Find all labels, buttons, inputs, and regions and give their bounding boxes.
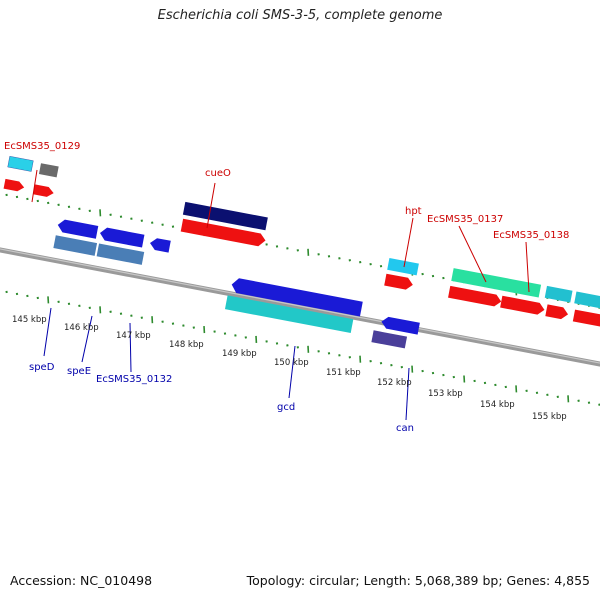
feature-speD: [53, 235, 98, 256]
connector-gcd: [288, 345, 296, 399]
feature-forward-red-4: [384, 273, 413, 290]
genome-summary: Topology: circular; Length: 5,068,389 bp…: [246, 573, 590, 588]
feature-cueO: [182, 201, 268, 231]
forward-features: [3, 156, 600, 329]
gene-label-EcSMS35_0129: EcSMS35_0129: [4, 141, 80, 152]
kbp-label-145: 145 kbp: [12, 315, 47, 325]
feature-forward-red-5: [448, 285, 502, 307]
kbp-label-153: 153 kbp: [428, 389, 463, 399]
feature-speE-arrow: [100, 227, 145, 248]
kbp-label-146: 146 kbp: [64, 323, 99, 333]
kbp-labels: 145 kbp 146 kbp 147 kbp 148 kbp 149 kbp …: [12, 315, 567, 422]
feature-forward-cyan-1: [7, 156, 34, 172]
connector-hpt: [403, 217, 414, 268]
feature-speE: [96, 243, 145, 265]
connector-speE: [81, 315, 93, 363]
map-title: Escherichia coli SMS-3-5, complete genom…: [157, 8, 443, 23]
connector-can: [405, 367, 410, 421]
feature-forward-cyan-2: [574, 291, 600, 311]
kbp-label-148: 148 kbp: [169, 340, 204, 350]
feature-forward-red-7: [545, 304, 569, 320]
kbp-label-154: 154 kbp: [480, 400, 515, 410]
gene-label-speE: speE: [67, 366, 91, 377]
gene-label-cueO: cueO: [205, 168, 231, 179]
feature-can-arrow: [381, 316, 420, 335]
connector-EcSMS35_0137: [458, 225, 487, 283]
gene-label-EcSMS35_0132: EcSMS35_0132: [96, 374, 172, 385]
feature-gcd-arrow: [231, 278, 363, 317]
gene-label-speD: speD: [29, 362, 55, 373]
connector-speD: [43, 307, 52, 357]
genome-backbone-highlight: [0, 248, 600, 364]
kbp-label-149: 149 kbp: [222, 349, 257, 359]
feature-forward-red-2: [33, 184, 54, 197]
feature-forward-red-1: [3, 178, 25, 192]
kbp-label-150: 150 kbp: [274, 358, 309, 368]
gene-label-EcSMS35_0137: EcSMS35_0137: [427, 214, 503, 225]
gene-label-gcd: gcd: [277, 402, 295, 413]
feature-hpt: [387, 257, 419, 276]
feature-forward-red-3: [180, 218, 266, 247]
feature-EcSMS35_0132: [150, 238, 171, 253]
connector-EcSMS35_0138: [525, 241, 530, 293]
feature-gcd: [224, 295, 354, 334]
kbp-label-152: 152 kbp: [377, 378, 412, 388]
feature-forward-red-8: [572, 309, 600, 329]
label-connectors: [31, 169, 530, 421]
gene-label-hpt: hpt: [405, 206, 422, 217]
gene-label-EcSMS35_0138: EcSMS35_0138: [493, 230, 569, 241]
genome-backbone: [0, 247, 600, 367]
accession-label: Accession: NC_010498: [10, 573, 153, 588]
feature-forward-red-6: [500, 295, 545, 315]
feature-speD-arrow: [57, 219, 99, 239]
kbp-label-151: 151 kbp: [326, 368, 361, 378]
gene-labels: EcSMS35_0129 cueO hpt EcSMS35_0137 EcSMS…: [4, 141, 569, 434]
connector-EcSMS35_0129: [31, 169, 38, 203]
reverse-features: [53, 219, 420, 349]
kbp-label-147: 147 kbp: [116, 331, 151, 341]
feature-can: [371, 330, 408, 349]
lower-ruler: [5, 290, 600, 406]
kbp-label-155: 155 kbp: [532, 412, 567, 422]
gene-label-can: can: [396, 423, 414, 434]
connector-cueO: [206, 182, 216, 229]
feature-EcSMS35_0137: [451, 268, 542, 298]
feature-EcSMS35_0138: [544, 285, 573, 303]
connector-EcSMS35_0132: [129, 322, 132, 373]
feature-EcSMS35_0129: [38, 163, 59, 178]
